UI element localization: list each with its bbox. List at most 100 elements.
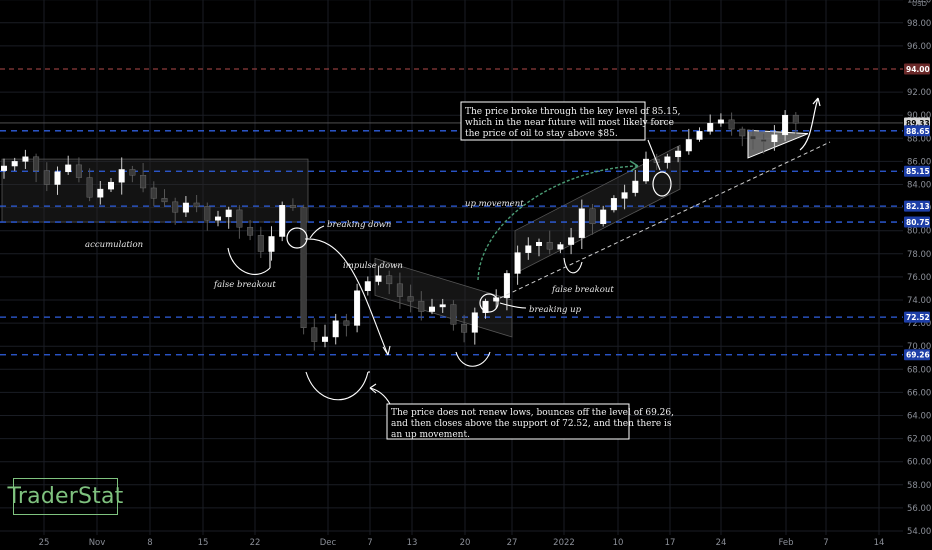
currency-label: USD bbox=[912, 0, 927, 8]
candle-up bbox=[610, 198, 617, 211]
up-movement-arrowhead bbox=[629, 160, 639, 172]
y-tick-label: 66.00 bbox=[907, 388, 931, 398]
candle-up bbox=[332, 320, 339, 338]
note-bottom: The price does not renew lows, bounces o… bbox=[386, 403, 674, 440]
level-badge-label: 88.65 bbox=[906, 127, 930, 136]
triangle-box bbox=[747, 129, 809, 159]
candle-up bbox=[215, 216, 221, 221]
note-pointer bbox=[369, 387, 391, 405]
candle-up bbox=[1, 165, 7, 171]
x-tick-label: Feb bbox=[778, 538, 793, 548]
candle-up bbox=[268, 236, 275, 252]
note-bottom-frame bbox=[386, 403, 630, 440]
y-tick-label: 70.00 bbox=[907, 342, 931, 352]
candle-down bbox=[150, 187, 157, 199]
x-tick-label: 10 bbox=[613, 538, 624, 548]
note-pointer-head bbox=[369, 383, 377, 394]
candle-up bbox=[364, 281, 371, 292]
note-bottom-line-3: an up movement. bbox=[391, 430, 470, 440]
candle-down bbox=[140, 175, 147, 189]
y-tick-label: 84.00 bbox=[907, 181, 931, 191]
y-tick-label: 86.00 bbox=[907, 157, 931, 167]
label-false-breakout-2: false breakout bbox=[551, 285, 614, 295]
candle-down bbox=[739, 128, 746, 137]
note-bottom-line-2: and then closes above the support of 72.… bbox=[391, 419, 672, 429]
candle-down bbox=[728, 119, 735, 130]
y-tick-label: 72.00 bbox=[907, 319, 931, 329]
candle-up bbox=[439, 304, 446, 308]
candle-up bbox=[108, 181, 114, 190]
label-impulse-down: impulse down bbox=[343, 261, 403, 271]
grid-lines bbox=[0, 0, 903, 535]
x-tick-label: 13 bbox=[407, 538, 418, 548]
candle-down bbox=[343, 320, 350, 326]
y-tick-label: 96.00 bbox=[907, 42, 931, 52]
x-tick-label: Dec bbox=[320, 538, 337, 548]
candle-down bbox=[546, 242, 553, 250]
x-tick-label: Nov bbox=[89, 538, 106, 548]
breaking-up-circle bbox=[479, 293, 499, 313]
level-badge-label: 80.75 bbox=[906, 218, 930, 227]
candle-down bbox=[461, 324, 468, 333]
candle-up bbox=[11, 161, 18, 167]
note-top-pointer bbox=[647, 139, 661, 171]
candle-up bbox=[22, 156, 29, 162]
candle-down bbox=[247, 226, 254, 236]
label-breaking-down: breaking down bbox=[327, 220, 391, 230]
impulse-down-curve bbox=[304, 238, 389, 356]
candle-up bbox=[717, 119, 724, 124]
y-tick-label: 54.00 bbox=[907, 527, 931, 537]
projection-arrow bbox=[799, 97, 819, 151]
candle-up bbox=[322, 336, 328, 342]
candle-up bbox=[514, 252, 521, 274]
y-tick-label: 58.00 bbox=[907, 481, 931, 491]
logo-text: TraderStat bbox=[7, 484, 124, 509]
candle-down bbox=[589, 208, 596, 225]
level-badge-label: 72.52 bbox=[906, 313, 930, 322]
candle-up bbox=[578, 208, 585, 238]
x-tick-label: 7 bbox=[367, 538, 372, 548]
candle-up bbox=[503, 273, 510, 298]
trend-line bbox=[499, 141, 831, 299]
candle-up bbox=[65, 164, 72, 173]
x-tick-label: 20 bbox=[460, 538, 471, 548]
level-badge-label: 69.26 bbox=[906, 351, 930, 360]
range-boxes bbox=[1, 129, 809, 338]
x-tick-label: 24 bbox=[716, 538, 727, 548]
y-tick-label: 60.00 bbox=[907, 458, 931, 468]
candle-up bbox=[525, 245, 532, 253]
y-tick-label: 62.00 bbox=[907, 435, 931, 445]
candle-down bbox=[161, 198, 168, 203]
candle-down bbox=[43, 170, 50, 185]
note-top-line-2: which in the near future will most likel… bbox=[465, 118, 674, 128]
candle-down bbox=[300, 207, 307, 328]
candle-up bbox=[482, 300, 489, 313]
candle-up bbox=[375, 275, 382, 282]
x-tick-label: 2022 bbox=[553, 538, 575, 548]
price-axis-background bbox=[903, 0, 932, 550]
y-tick-label: 90.00 bbox=[907, 111, 931, 121]
candle-up bbox=[536, 242, 542, 246]
level-badge bbox=[904, 125, 930, 137]
bottom-bowl bbox=[305, 371, 369, 401]
y-tick-label: 80.00 bbox=[907, 227, 931, 237]
level-badge bbox=[904, 165, 930, 177]
note-top: The price broke through the key level of… bbox=[460, 101, 681, 141]
annotation-drawings bbox=[227, 97, 831, 405]
y-tick-label: 88.00 bbox=[907, 134, 931, 144]
time-axis[interactable]: 25 Nov 8 15 22 Dec 7 13 20 27 2022 10 17 24 Feb 7 14 bbox=[39, 538, 885, 548]
price-axis[interactable]: USD 54.00 56.00 58.00 60.00 62.00 64.00 66.00 6… bbox=[903, 0, 932, 550]
candle-down bbox=[418, 300, 425, 312]
candle-up bbox=[471, 312, 478, 333]
candle-up bbox=[643, 158, 649, 182]
breaking-down-pointer bbox=[309, 225, 325, 239]
candle-down bbox=[407, 296, 414, 302]
x-tick-label: 27 bbox=[507, 538, 518, 548]
candle-down bbox=[386, 275, 393, 285]
note-bottom-line-1: The price does not renew lows, bounces o… bbox=[391, 408, 674, 418]
false-breakout-arc-1 bbox=[227, 247, 271, 275]
candle-up bbox=[97, 188, 104, 198]
candle-up bbox=[664, 156, 671, 163]
candle-up bbox=[771, 134, 778, 143]
